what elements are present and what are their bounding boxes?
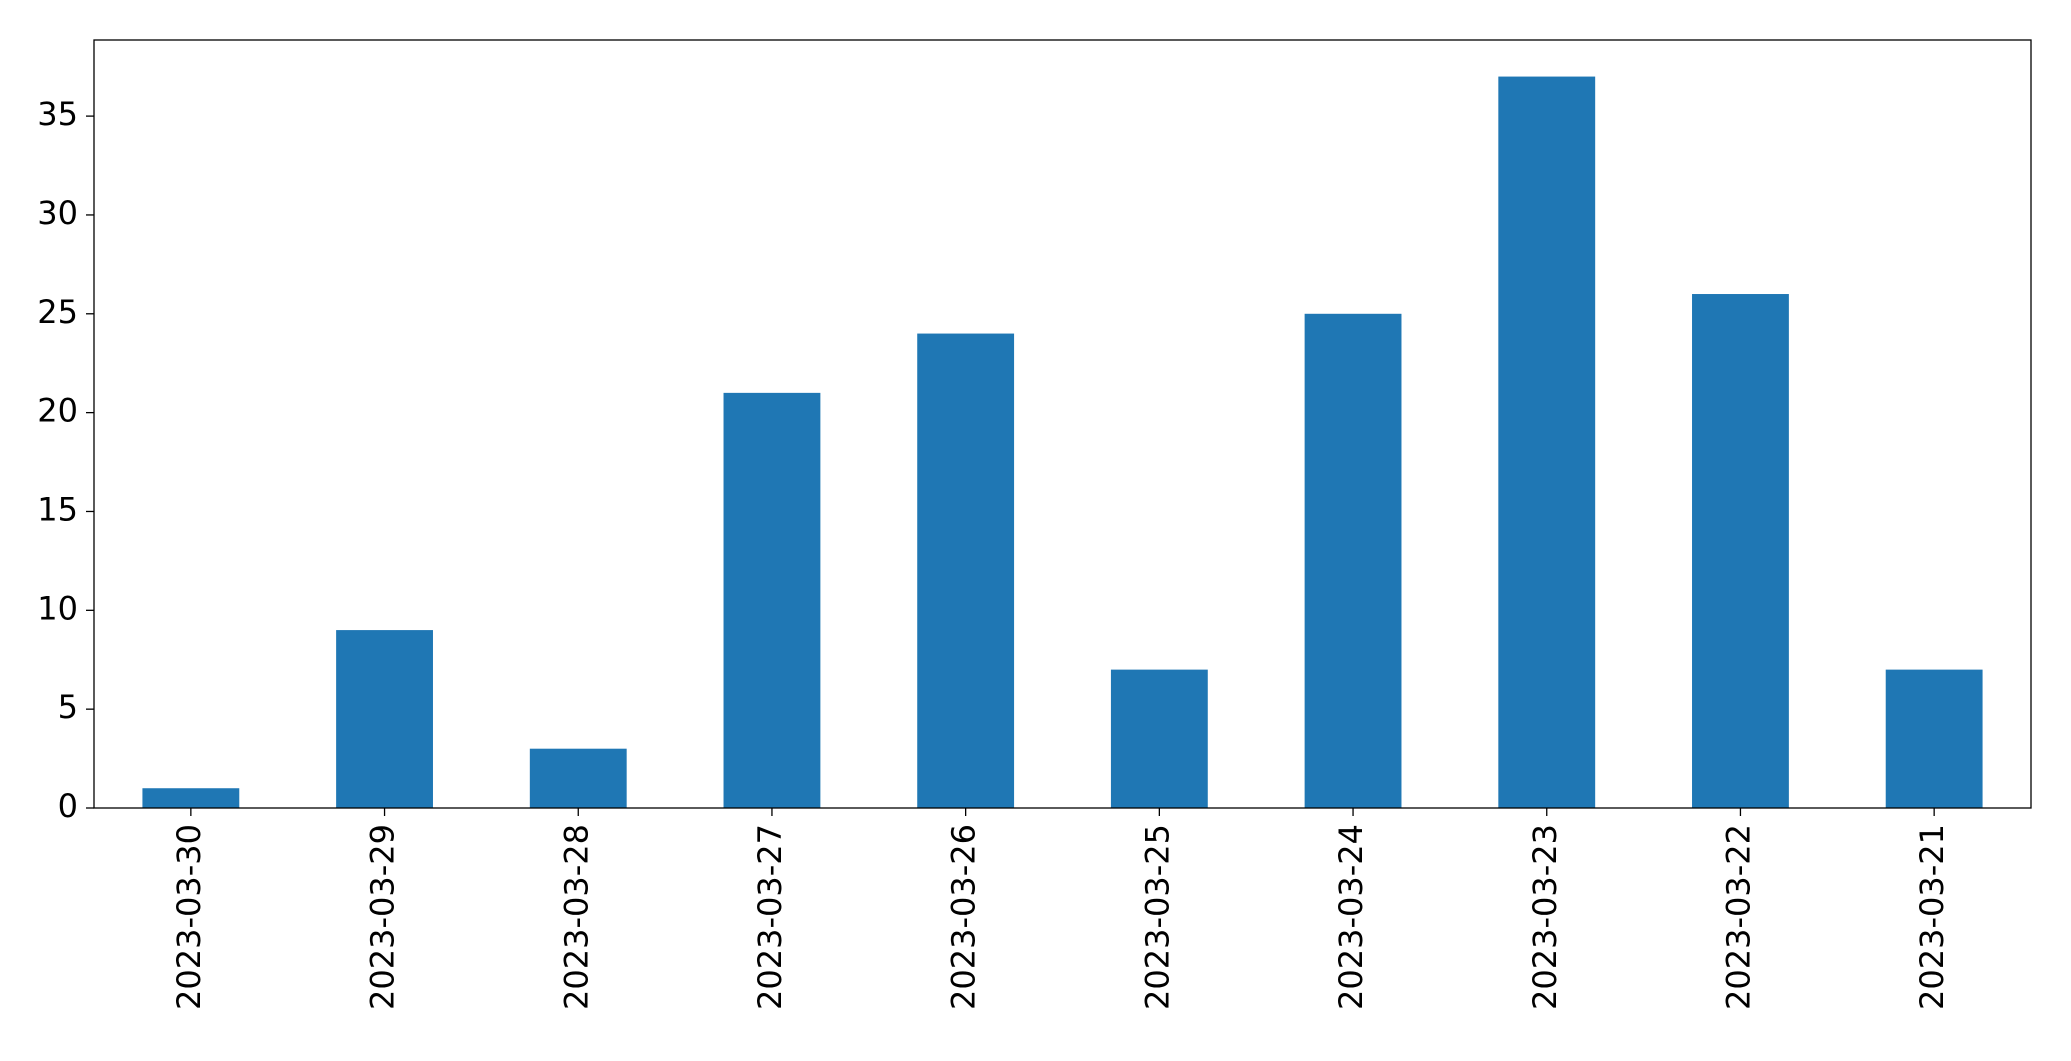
bar [1692,294,1789,808]
y-tick-label: 30 [37,194,78,232]
y-tick-label: 25 [37,293,78,331]
x-tick-label: 2023-03-24 [1332,824,1370,1010]
y-tick-label: 5 [58,688,78,726]
bar [529,748,627,808]
x-tick-label: 2023-03-30 [170,824,208,1010]
x-tick-label: 2023-03-23 [1526,824,1564,1010]
bar [336,630,433,808]
bar [723,392,821,808]
x-tick-label: 2023-03-28 [557,824,595,1010]
x-tick-label: 2023-03-27 [751,824,789,1010]
bar [1498,76,1596,809]
x-tick-label: 2023-03-29 [364,824,402,1010]
y-tick-label: 35 [37,95,78,133]
x-tick-label: 2023-03-21 [1913,824,1951,1010]
bar [1885,669,1983,808]
x-tick-label: 2023-03-26 [945,824,983,1010]
y-tick-label: 10 [37,589,78,627]
y-tick-label: 15 [37,490,78,528]
x-tick-label: 2023-03-22 [1719,824,1757,1010]
bar [142,788,240,808]
bar [1304,313,1402,808]
x-tick-label: 2023-03-25 [1138,824,1176,1010]
plot-frame [93,39,2032,809]
bar [1110,669,1208,808]
y-tick-label: 20 [37,392,78,430]
bar [917,333,1015,808]
y-tick-label: 0 [58,787,78,825]
